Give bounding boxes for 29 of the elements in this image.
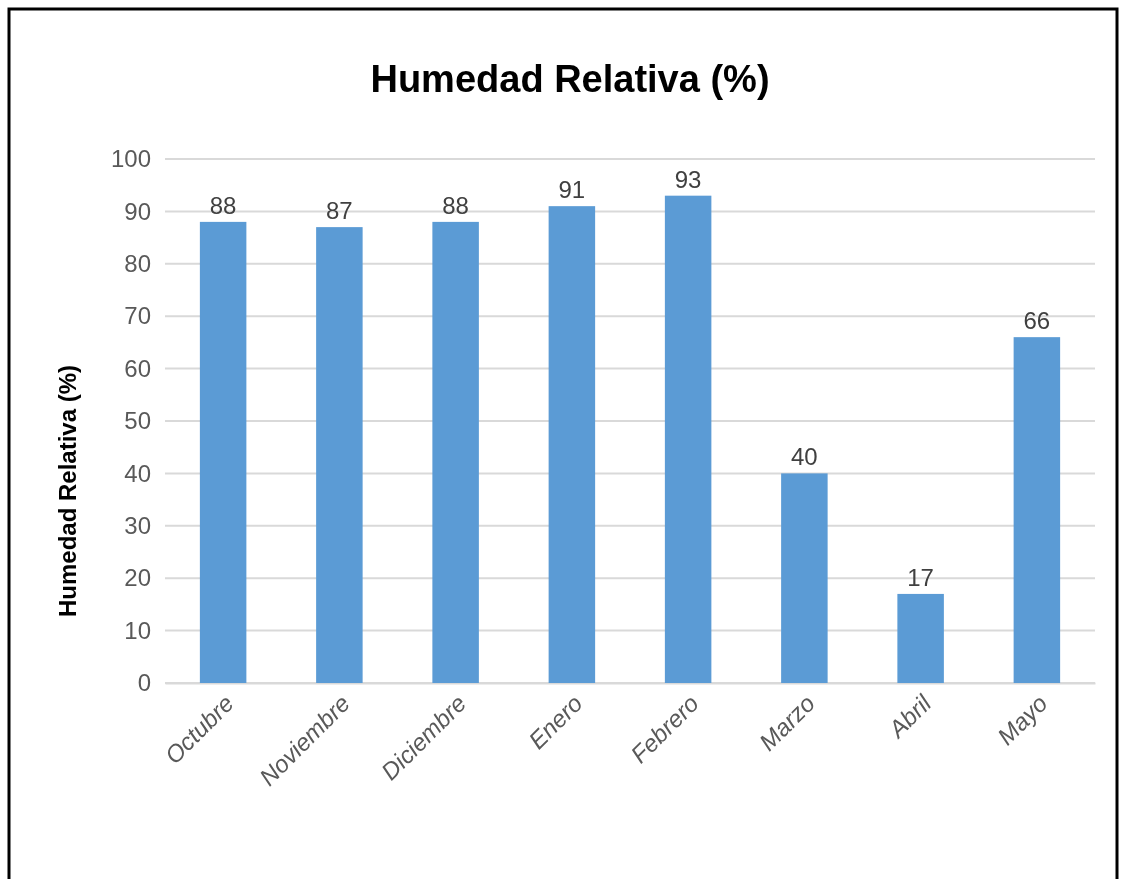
bar	[316, 227, 363, 683]
data-label: 40	[791, 443, 818, 471]
bar	[432, 221, 479, 683]
data-label: 66	[1023, 307, 1051, 335]
bar	[781, 473, 828, 683]
y-tick-label: 30	[124, 511, 151, 539]
bar	[664, 195, 712, 683]
y-tick-label: 80	[124, 249, 151, 277]
y-axis-title: Humedad Relativa (%)	[54, 364, 81, 618]
y-tick-label: 70	[124, 302, 151, 330]
y-tick-label: 40	[124, 459, 151, 487]
data-label: 88	[442, 191, 469, 219]
bar	[897, 593, 944, 683]
chart-title: Humedad Relativa (%)	[370, 58, 770, 100]
y-tick-label: 90	[124, 197, 151, 225]
data-label: 17	[907, 563, 934, 591]
data-label: 87	[326, 197, 353, 225]
y-tick-label: 10	[124, 616, 151, 644]
data-label: 88	[209, 191, 237, 219]
y-tick-label: 20	[124, 564, 151, 592]
y-tick-label: 60	[124, 354, 151, 382]
data-label: 93	[674, 165, 702, 193]
y-tick-label: 50	[124, 407, 151, 435]
y-tick-label: 0	[137, 669, 151, 697]
data-label: 91	[558, 176, 586, 204]
bar	[199, 221, 247, 683]
y-tick-label: 100	[110, 145, 151, 173]
bar	[548, 206, 596, 683]
bar	[1013, 337, 1061, 683]
